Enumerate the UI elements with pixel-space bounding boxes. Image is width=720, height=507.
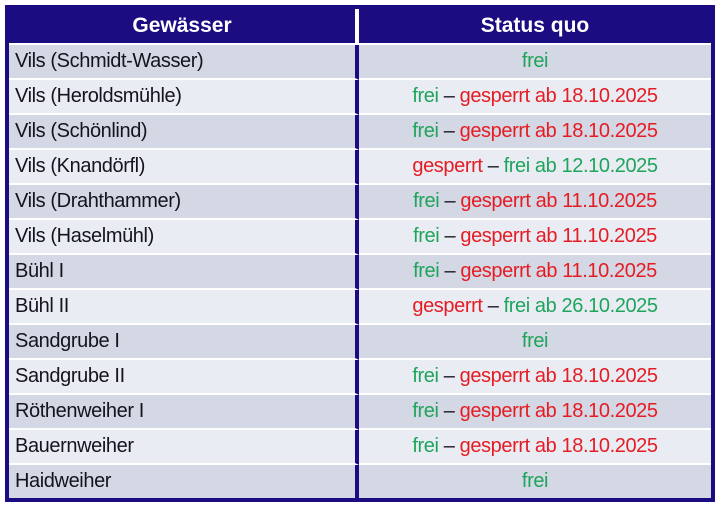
status-segment: gesperrt ab 11.10.2025	[460, 225, 657, 247]
status-cell: gesperrt – frei ab 26.10.2025	[359, 290, 711, 325]
status-cell: frei – gesperrt ab 11.10.2025	[359, 220, 711, 255]
column-header-status-quo: Status quo	[359, 9, 711, 45]
status-segment: –	[438, 435, 460, 457]
status-segment: –	[438, 400, 460, 422]
status-segment: frei	[521, 50, 549, 72]
table-row: Vils (Haselmühl) frei – gesperrt ab 11.10…	[9, 220, 711, 255]
water-name-cell: Bühl I	[9, 255, 359, 290]
table-row: Vils (Schönlind) frei – gesperrt ab 18.10…	[9, 115, 711, 150]
status-segment: –	[482, 155, 504, 177]
status-segment: –	[438, 85, 460, 107]
status-segment: frei	[413, 190, 440, 212]
water-name-cell: Vils (Knandörfl)	[9, 150, 359, 185]
table-row: Sandgrube I frei	[9, 325, 711, 360]
status-segment: gesperrt ab 18.10.2025	[459, 120, 658, 142]
water-name-cell: Röthenweiher I	[9, 395, 359, 430]
status-segment: gesperrt ab 18.10.2025	[459, 365, 658, 387]
status-segment: gesperrt ab 11.10.2025	[460, 260, 657, 282]
table-row: Vils (Drahthammer) frei – gesperrt ab 11.…	[9, 185, 711, 220]
status-cell: frei – gesperrt ab 11.10.2025	[359, 185, 711, 220]
status-cell: frei	[359, 325, 711, 360]
status-cell: gesperrt – frei ab 12.10.2025	[359, 150, 711, 185]
table-row: Vils (Heroldsmühle) frei – gesperrt ab 18…	[9, 80, 711, 115]
water-name-cell: Bühl II	[9, 290, 359, 325]
status-segment: frei	[412, 435, 439, 457]
status-segment: frei	[521, 470, 549, 492]
column-header-gewaesser: Gewässer	[9, 9, 359, 45]
status-segment: –	[439, 225, 461, 247]
status-segment: gesperrt ab 11.10.2025	[460, 190, 657, 212]
status-cell: frei – gesperrt ab 11.10.2025	[359, 255, 711, 290]
water-name-cell: Bauernweiher	[9, 430, 359, 465]
status-segment: gesperrt	[412, 155, 483, 177]
status-cell: frei – gesperrt ab 18.10.2025	[359, 115, 711, 150]
status-segment: gesperrt	[412, 295, 483, 317]
status-segment: frei	[521, 330, 549, 352]
table-row: Vils (Schmidt-Wasser) frei	[9, 45, 711, 80]
status-segment: –	[482, 295, 504, 317]
status-segment: –	[438, 365, 460, 387]
status-segment: gesperrt ab 18.10.2025	[459, 400, 658, 422]
status-segment: frei	[412, 120, 439, 142]
table-row: Bauernweiher frei – gesperrt ab 18.10.202…	[9, 430, 711, 465]
status-segment: frei	[412, 400, 439, 422]
gewaesser-status-table-frame: Gewässer Status quo Vils (Schmidt-Wasser…	[5, 5, 715, 502]
table-row: Vils (Knandörfl) gesperrt – frei ab 12.10…	[9, 150, 711, 185]
status-segment: frei	[412, 85, 439, 107]
status-cell: frei – gesperrt ab 18.10.2025	[359, 80, 711, 115]
water-name-cell: Haidweiher	[9, 465, 359, 498]
table-body: Vils (Schmidt-Wasser) frei Vils (Heroldsmü…	[9, 45, 711, 498]
water-name-cell: Sandgrube II	[9, 360, 359, 395]
water-name-cell: Vils (Drahthammer)	[9, 185, 359, 220]
water-name-cell: Vils (Schönlind)	[9, 115, 359, 150]
water-name-cell: Vils (Haselmühl)	[9, 220, 359, 255]
status-cell: frei – gesperrt ab 18.10.2025	[359, 360, 711, 395]
table-row: Bühl II gesperrt – frei ab 26.10.2025	[9, 290, 711, 325]
status-segment: gesperrt ab 18.10.2025	[459, 435, 658, 457]
table-row: Sandgrube II frei – gesperrt ab 18.10.202…	[9, 360, 711, 395]
status-segment: –	[439, 190, 461, 212]
status-segment: gesperrt ab 18.10.2025	[459, 85, 658, 107]
status-segment: frei	[413, 225, 440, 247]
status-segment: frei ab 12.10.2025	[503, 155, 658, 177]
status-segment: frei ab 26.10.2025	[503, 295, 658, 317]
table-row: Haidweiher frei	[9, 465, 711, 498]
status-cell: frei	[359, 45, 711, 80]
status-segment: frei	[413, 260, 440, 282]
status-segment: frei	[412, 365, 439, 387]
status-segment: –	[439, 260, 461, 282]
status-cell: frei	[359, 465, 711, 498]
water-name-cell: Vils (Heroldsmühle)	[9, 80, 359, 115]
status-segment: –	[438, 120, 460, 142]
water-name-cell: Vils (Schmidt-Wasser)	[9, 45, 359, 80]
table-header-row: Gewässer Status quo	[9, 9, 711, 45]
status-cell: frei – gesperrt ab 18.10.2025	[359, 430, 711, 465]
gewaesser-status-table: Gewässer Status quo Vils (Schmidt-Wasser…	[9, 9, 711, 498]
status-cell: frei – gesperrt ab 18.10.2025	[359, 395, 711, 430]
water-name-cell: Sandgrube I	[9, 325, 359, 360]
